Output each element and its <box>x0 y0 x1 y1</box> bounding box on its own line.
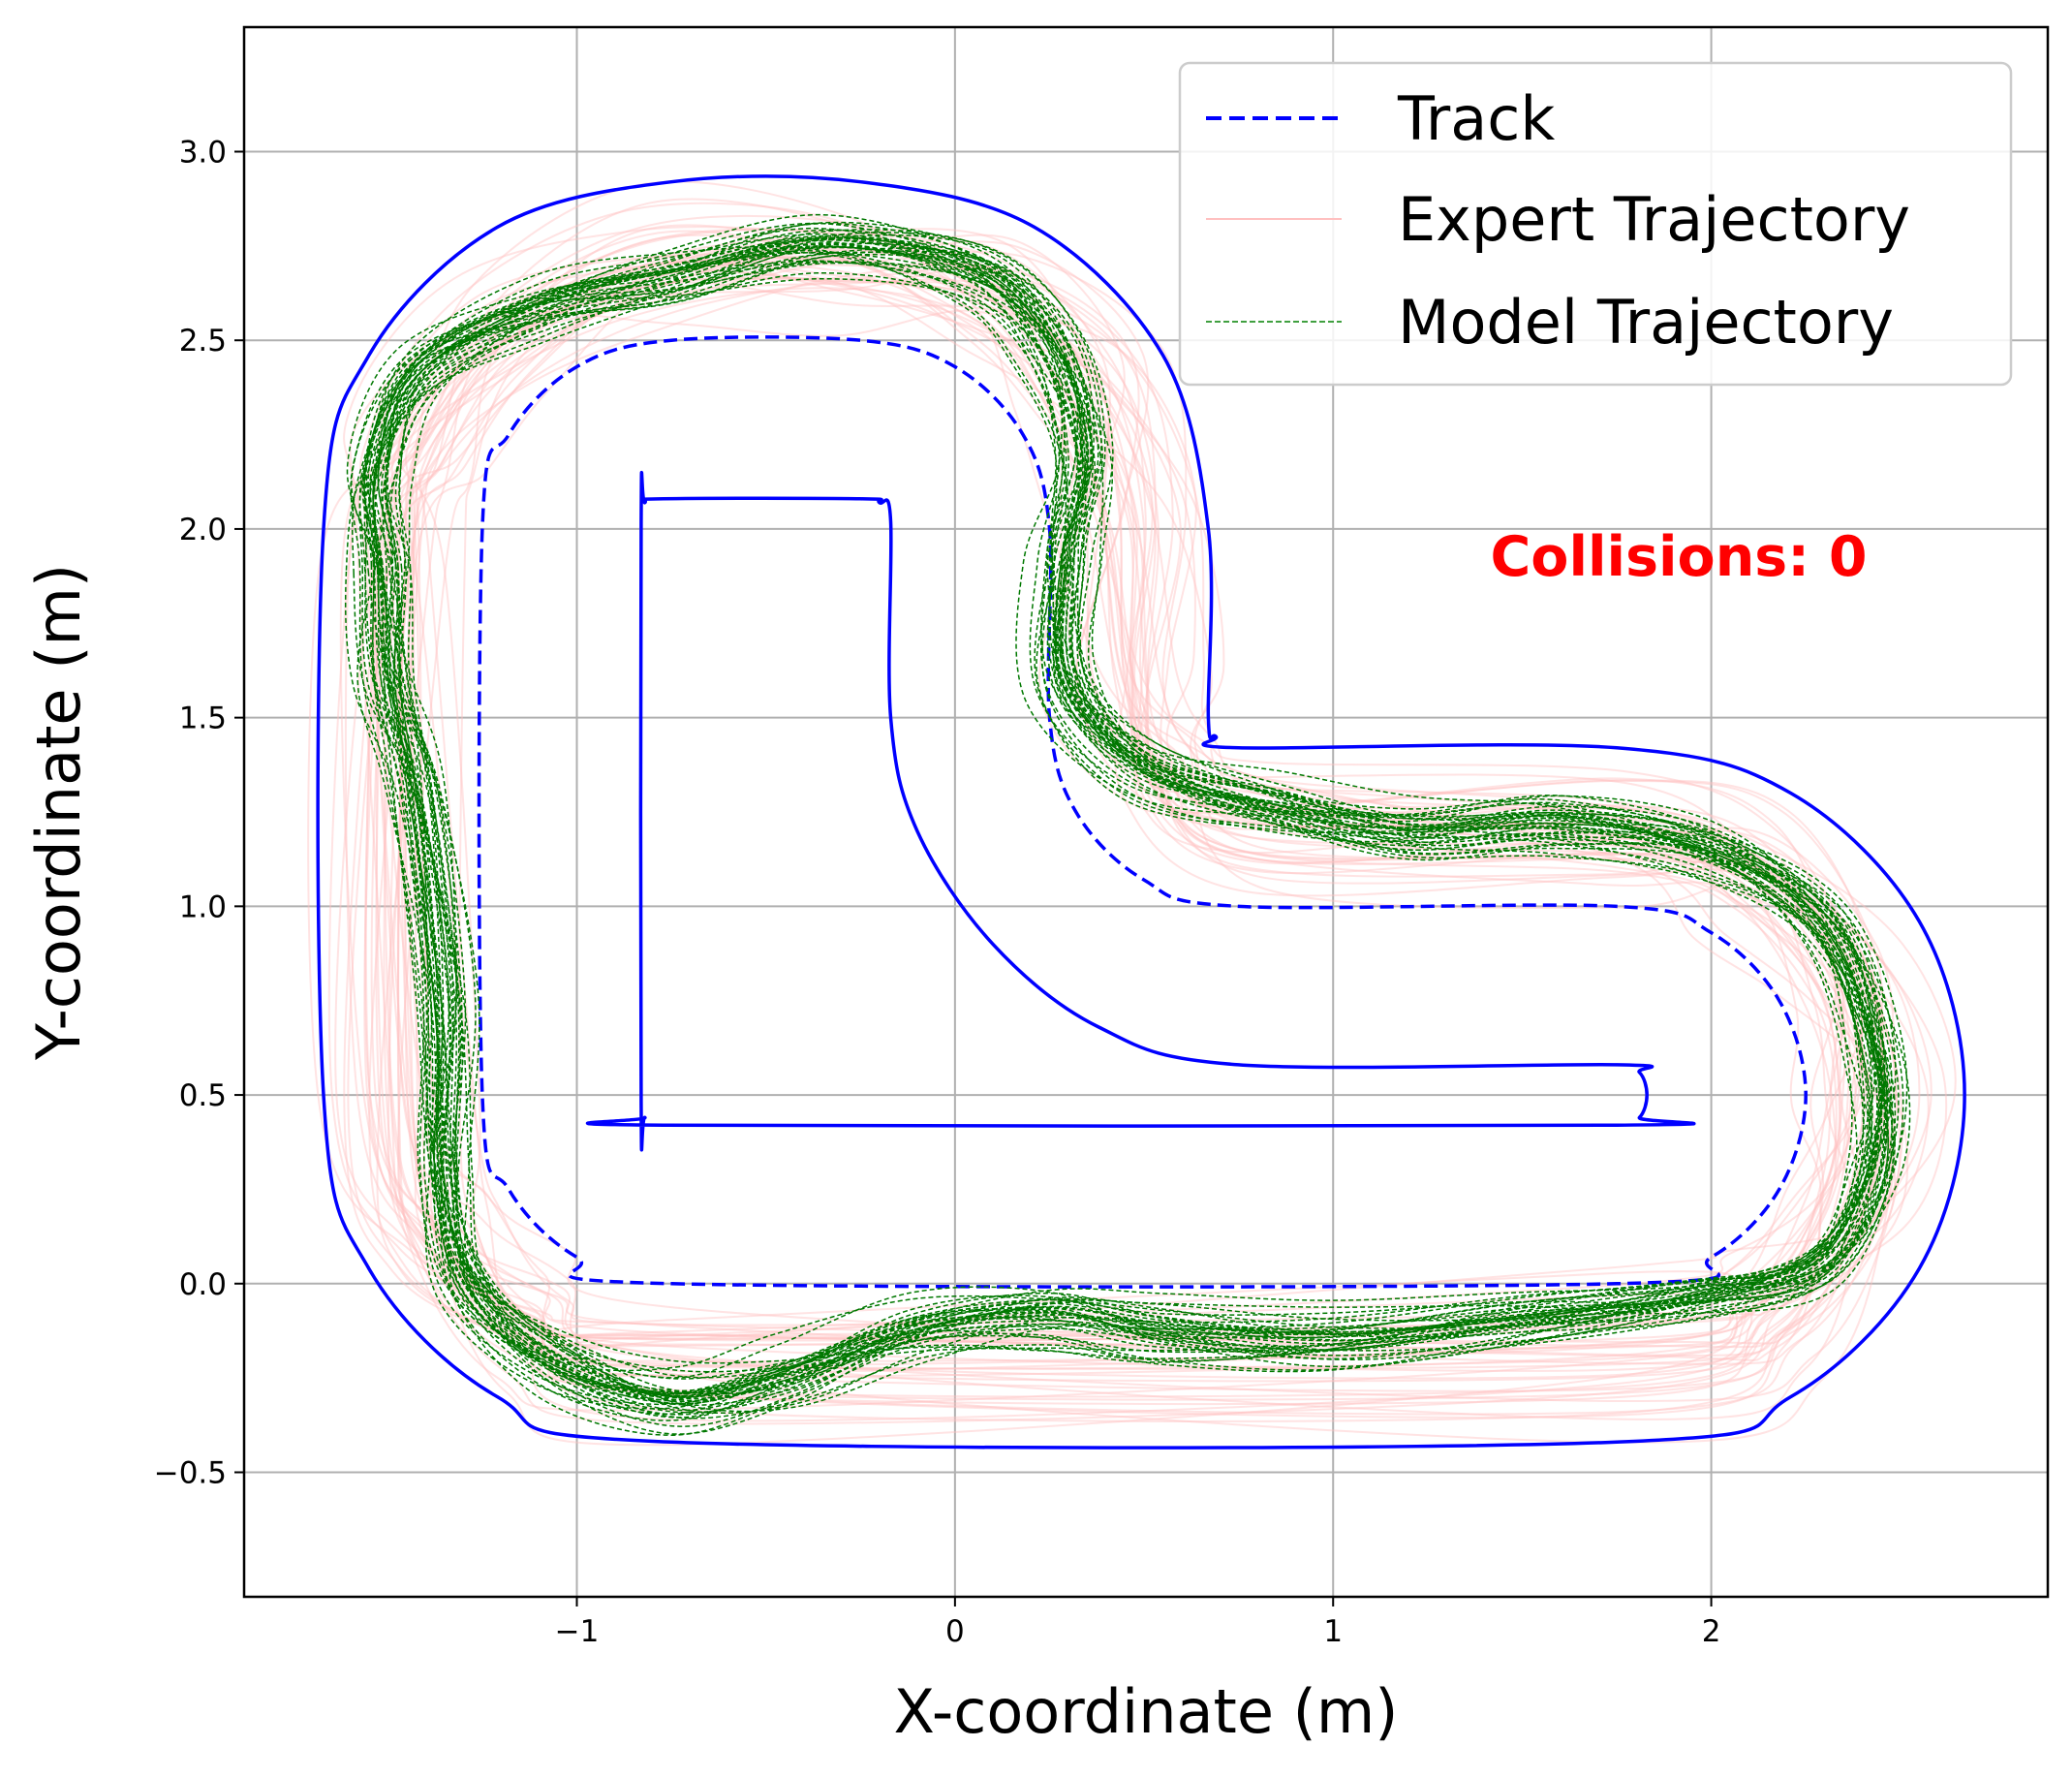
model-trajectory-line <box>385 260 1890 1416</box>
legend-label-expert: Expert Trajectory <box>1398 184 1910 255</box>
model-trajectory-line <box>350 261 1881 1416</box>
model-trajectory-line <box>363 242 1865 1373</box>
track-outer-boundary <box>316 174 1966 1450</box>
expert-trajectory-line <box>343 226 1857 1337</box>
model-trajectory-line <box>372 227 1895 1410</box>
y-tick-label: 2.5 <box>179 324 227 359</box>
model-trajectory-line <box>358 261 1893 1405</box>
expert-trajectory-line <box>363 234 1902 1403</box>
y-tick-label: 3.0 <box>179 136 227 171</box>
model-trajectory-line <box>373 243 1888 1395</box>
expert-trajectory-line <box>363 230 1892 1365</box>
axis-ticks: −1 0 1 2 −0.5 0.0 0.5 1.0 1.5 2.0 2.5 3.0 <box>154 136 1721 1649</box>
expert-trajectory-line <box>334 255 1841 1372</box>
x-tick-label: 1 <box>1323 1614 1343 1649</box>
expert-trajectory-line <box>359 202 1864 1380</box>
expert-trajectory-line <box>375 228 1838 1367</box>
expert-trajectory-line <box>327 260 1896 1349</box>
model-trajectory-line <box>372 232 1883 1379</box>
model-trajectory-line <box>368 229 1881 1403</box>
expert-trajectory-line <box>404 277 1847 1378</box>
expert-trajectory-line <box>307 249 1877 1342</box>
expert-trajectory-line <box>370 261 1860 1420</box>
y-axis-label: Y-coordinate (m) <box>23 564 94 1061</box>
model-trajectory-line <box>364 213 1874 1372</box>
legend: Track Expert Trajectory Model Trajectory <box>1178 61 2013 387</box>
y-tick-label: −0.5 <box>154 1455 227 1490</box>
model-trajectory-line <box>398 239 1893 1421</box>
expert-trajectory-line <box>376 250 1909 1326</box>
expert-trajectory-line <box>381 234 1957 1357</box>
expert-trajectory-line <box>347 264 1874 1362</box>
model-trajectory-line <box>369 229 1908 1394</box>
model-trajectory-line <box>387 245 1900 1427</box>
y-tick-label: 0.0 <box>179 1267 227 1302</box>
expert-trajectory-line <box>344 236 1864 1340</box>
track-inner-boundary <box>585 471 1696 1152</box>
expert-trajectory-line <box>343 268 1845 1347</box>
model-trajectory-line <box>361 247 1893 1402</box>
expert-trajectory-line <box>397 277 1838 1379</box>
model-trajectory-line <box>394 245 1886 1419</box>
model-trajectory-line <box>346 236 1873 1406</box>
model-trajectory-line <box>392 251 1911 1419</box>
x-tick-label: 2 <box>1702 1614 1721 1649</box>
model-trajectory-line <box>367 245 1889 1436</box>
model-trajectory-series <box>344 213 1911 1436</box>
x-tick-label: 0 <box>945 1614 965 1649</box>
expert-trajectory-line <box>364 278 1840 1340</box>
y-tick-label: 1.0 <box>179 889 227 924</box>
model-trajectory-line <box>362 277 1897 1435</box>
x-tick-label: −1 <box>555 1614 600 1649</box>
track-centerline <box>477 335 1808 1289</box>
model-trajectory-line <box>373 250 1896 1393</box>
model-trajectory-line <box>377 262 1880 1412</box>
expert-trajectory-line <box>387 281 1897 1345</box>
y-tick-label: 1.5 <box>179 702 227 736</box>
model-trajectory-line <box>351 251 1858 1395</box>
y-tick-label: 0.5 <box>179 1078 227 1113</box>
expert-trajectory-line <box>383 276 1903 1370</box>
track-series <box>316 174 1966 1450</box>
model-trajectory-line <box>377 236 1883 1397</box>
model-trajectory-line <box>363 234 1869 1405</box>
model-trajectory-line <box>385 233 1873 1379</box>
model-trajectory-line <box>392 222 1886 1406</box>
expert-trajectory-line <box>349 309 1890 1412</box>
legend-box <box>1178 61 2013 387</box>
model-trajectory-line <box>344 246 1853 1364</box>
x-axis-label: X-coordinate (m) <box>894 1676 1399 1747</box>
plot-frame <box>242 25 2050 1599</box>
model-trajectory-line <box>374 236 1889 1380</box>
legend-label-track: Track <box>1397 83 1555 154</box>
y-tick-label: 2.0 <box>179 513 227 547</box>
legend-label-model: Model Trajectory <box>1398 287 1894 358</box>
collisions-annotation: Collisions: 0 <box>1490 525 1867 589</box>
